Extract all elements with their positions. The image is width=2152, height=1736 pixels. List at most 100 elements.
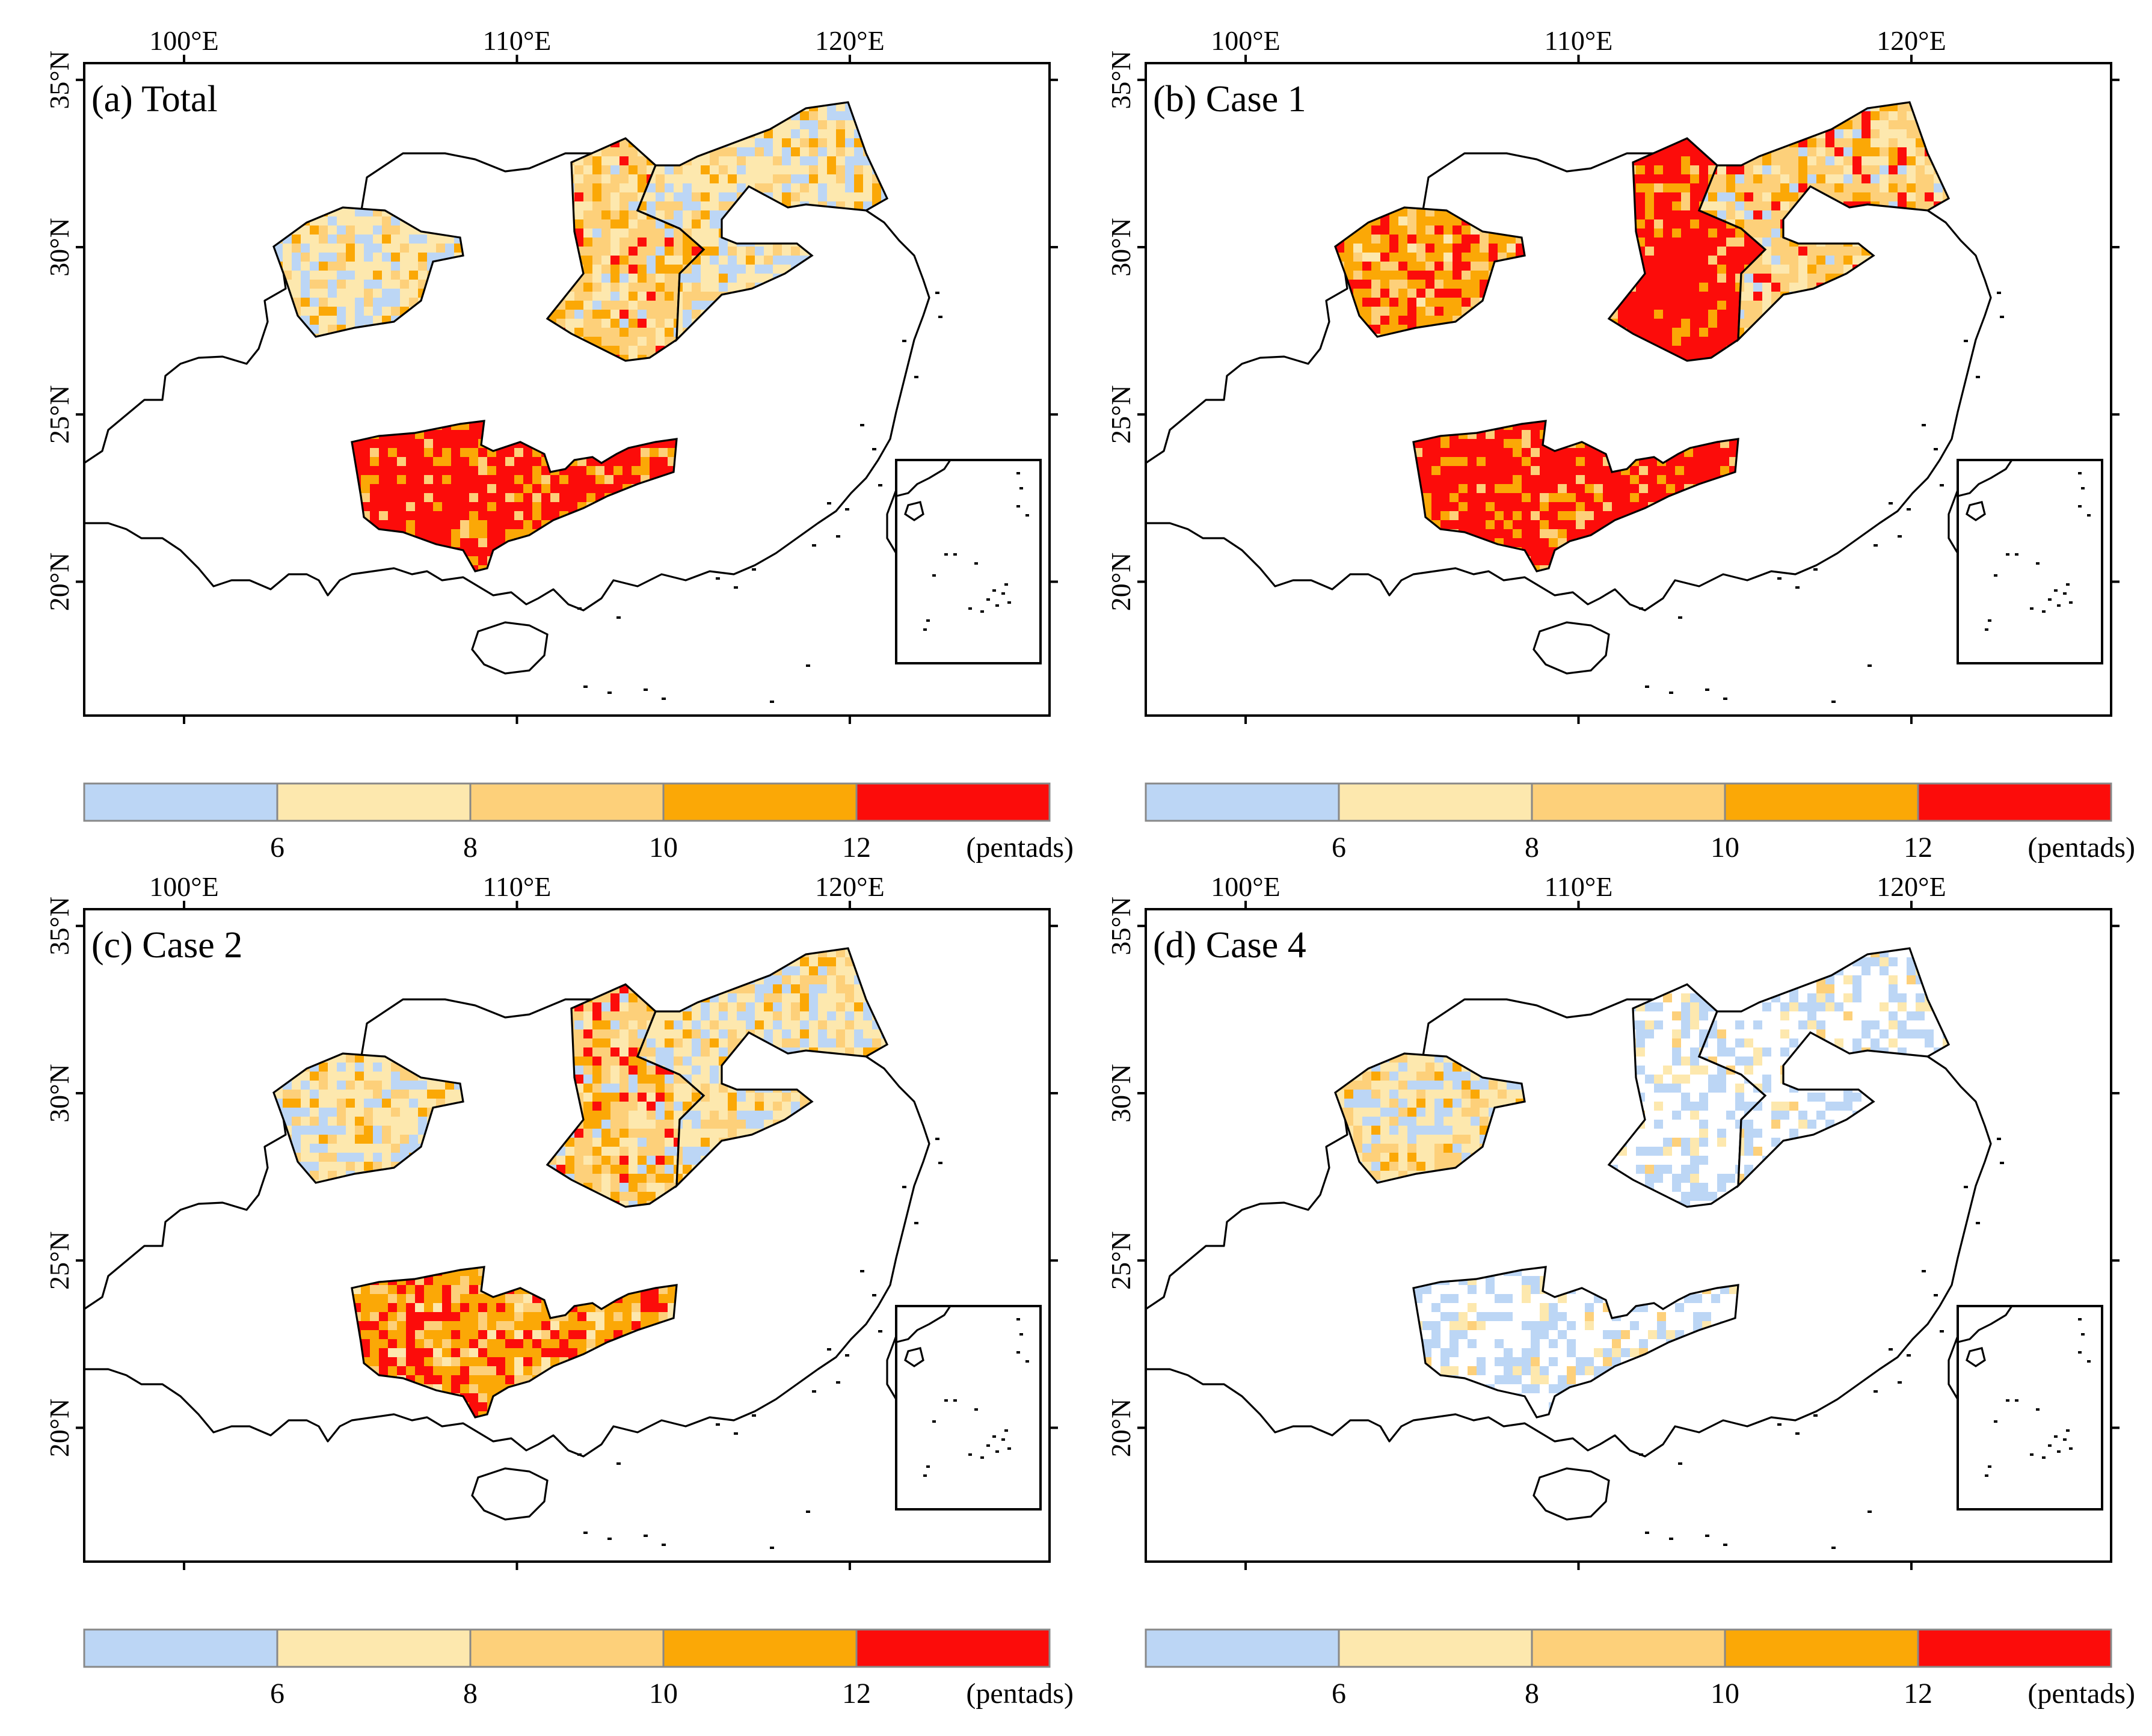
grid-cell — [1443, 216, 1453, 226]
grid-cell — [1907, 183, 1916, 193]
grid-cell — [1762, 183, 1772, 193]
grid-cell — [397, 484, 407, 494]
grid-cell — [809, 120, 819, 130]
grid-cell — [1843, 129, 1853, 139]
grid-cell — [1681, 265, 1691, 274]
grid-cell — [1567, 457, 1576, 467]
grid-cell — [1645, 301, 1655, 310]
grid-cell — [337, 271, 346, 280]
grid-cell — [1834, 192, 1844, 202]
grid-cell — [650, 448, 659, 458]
grid-cell — [1771, 165, 1781, 175]
grid-cell — [1645, 310, 1655, 319]
grid-cell — [601, 219, 611, 229]
grid-cell — [1531, 475, 1540, 485]
grid-cell — [1450, 457, 1459, 467]
grid-cell — [1762, 192, 1772, 202]
grid-cell — [1434, 271, 1444, 280]
grid-cell — [613, 466, 623, 476]
grid-cell — [409, 262, 419, 271]
grid-cell — [1762, 256, 1772, 265]
grid-cell — [346, 1072, 355, 1081]
grid-cell — [638, 1084, 647, 1093]
grid-cell — [1594, 511, 1603, 521]
grid-cell — [391, 289, 401, 298]
grid-cell — [1453, 235, 1462, 244]
grid-cell — [433, 439, 443, 449]
grid-cell — [583, 174, 593, 184]
grid-cell — [1522, 520, 1531, 530]
grid-cell — [319, 216, 328, 226]
grid-cell — [1531, 520, 1540, 530]
grid-cell — [1657, 475, 1667, 485]
grid-cell — [1762, 174, 1772, 184]
grid-cell — [541, 484, 551, 494]
grid-cell — [1522, 484, 1531, 494]
grid-cell — [1672, 310, 1682, 319]
grid-cell — [370, 448, 380, 458]
grid-cell — [1690, 192, 1700, 202]
grid-cell — [1681, 174, 1691, 184]
grid-cell — [478, 493, 488, 503]
grid-cell — [610, 1002, 620, 1012]
grid-cell — [1717, 192, 1727, 202]
grid-cell — [641, 457, 650, 467]
grid-cell — [710, 156, 719, 166]
grid-cell — [1627, 319, 1637, 328]
grid-cell — [1380, 253, 1390, 262]
grid-cell — [818, 129, 828, 139]
grid-cell — [674, 238, 683, 247]
grid-cell — [1880, 147, 1889, 157]
grid-cell — [1531, 502, 1540, 512]
grid-cell — [1477, 466, 1486, 476]
grid-cell — [583, 1047, 593, 1057]
grid-cell — [1834, 138, 1844, 148]
grid-cell — [692, 229, 701, 238]
small-island — [1874, 544, 1878, 547]
grid-cell — [601, 1047, 611, 1057]
grid-cell — [1907, 192, 1916, 202]
grid-cell — [415, 502, 425, 512]
grid-cell — [1771, 283, 1781, 292]
grid-cell — [487, 475, 497, 485]
grid-cell — [773, 129, 782, 139]
inset-island — [995, 604, 999, 607]
small-island — [878, 484, 882, 486]
grid-cell — [409, 280, 419, 289]
grid-cell — [1663, 301, 1673, 310]
grid-cell — [782, 174, 792, 184]
grid-cell — [610, 219, 620, 229]
grid-cell — [619, 1084, 629, 1093]
grid-cell — [478, 484, 488, 494]
grid-cell — [424, 502, 434, 512]
grid-cell — [1663, 274, 1673, 283]
colorbar-tick-label: 12 — [1904, 832, 1932, 863]
grid-cell — [319, 316, 328, 325]
grid-cell — [1639, 466, 1649, 476]
grid-cell — [523, 493, 533, 503]
grid-cell — [592, 229, 602, 238]
grid-cell — [1744, 183, 1754, 193]
grid-cell — [337, 1153, 346, 1162]
grid-cell — [1663, 201, 1673, 211]
grid-cell — [1699, 274, 1709, 283]
grid-cell — [674, 229, 683, 238]
grid-cell — [1645, 283, 1655, 292]
grid-cell — [1925, 192, 1934, 202]
grid-cell — [1789, 256, 1799, 265]
grid-cell — [619, 219, 629, 229]
grid-cell — [1816, 165, 1826, 175]
region-sichuan_basin — [272, 206, 464, 338]
grid-cell — [601, 993, 611, 1003]
grid-cell — [1540, 556, 1549, 566]
grid-cell — [656, 310, 665, 319]
grid-cell — [1663, 165, 1673, 175]
grid-cell — [382, 1090, 392, 1099]
grid-cell — [328, 253, 337, 262]
grid-cell — [1416, 271, 1426, 280]
grid-cell — [1353, 289, 1363, 298]
grid-cell — [1834, 156, 1844, 166]
grid-cell — [388, 457, 398, 467]
grid-cell — [845, 156, 855, 166]
grid-cell — [301, 1072, 310, 1081]
